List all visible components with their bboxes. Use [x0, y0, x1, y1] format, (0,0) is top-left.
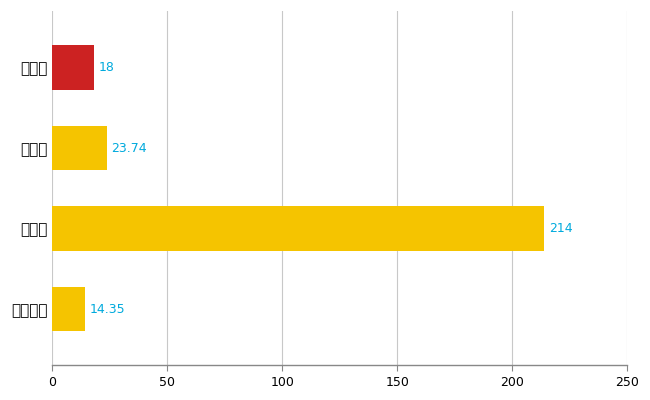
- Text: 18: 18: [98, 61, 114, 74]
- Bar: [53, 287, 85, 331]
- Text: 214: 214: [549, 222, 573, 235]
- Bar: [53, 126, 107, 170]
- Bar: [53, 45, 94, 90]
- Text: 23.74: 23.74: [112, 142, 148, 154]
- Text: 14.35: 14.35: [90, 302, 125, 316]
- Bar: [53, 206, 544, 251]
